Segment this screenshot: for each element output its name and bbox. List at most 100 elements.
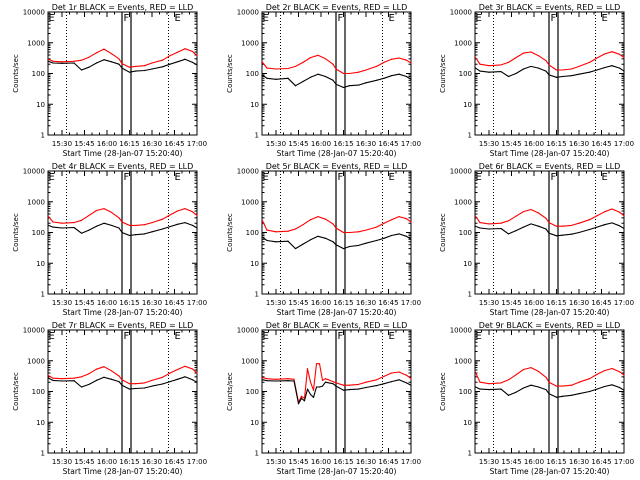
data-point bbox=[332, 63, 334, 65]
data-point bbox=[47, 58, 50, 60]
data-point bbox=[103, 222, 105, 224]
panel-title: Det 3r BLACK = Events, RED = LLD bbox=[479, 3, 621, 12]
data-point bbox=[161, 383, 164, 385]
x-tick-label: 15:30 bbox=[52, 458, 72, 466]
flag-label: E bbox=[263, 13, 269, 24]
panel-title: Det 7r BLACK = Events, RED = LLD bbox=[52, 321, 194, 330]
data-point bbox=[488, 223, 490, 225]
x-tick-label: 17:00 bbox=[187, 458, 207, 466]
data-point bbox=[309, 239, 312, 241]
data-point bbox=[570, 75, 573, 77]
data-point bbox=[375, 79, 378, 81]
data-point bbox=[151, 385, 153, 387]
data-point bbox=[306, 388, 309, 390]
y-tick-label: 1 bbox=[255, 450, 259, 458]
data-point bbox=[342, 231, 345, 234]
data-point bbox=[88, 373, 90, 375]
data-point bbox=[191, 50, 194, 53]
data-point bbox=[52, 62, 54, 64]
data-point bbox=[52, 379, 54, 381]
data-point bbox=[515, 230, 517, 232]
data-point bbox=[507, 233, 510, 235]
x-tick-label: 16:30 bbox=[142, 458, 162, 466]
x-tick-label: 16:15 bbox=[119, 140, 139, 148]
x-tick-label: 16:45 bbox=[164, 140, 184, 148]
data-point bbox=[103, 48, 105, 50]
data-point bbox=[479, 63, 481, 65]
x-tick-label: 15:45 bbox=[501, 458, 521, 466]
x-tick-label: 17:00 bbox=[401, 299, 421, 307]
y-tick-label: 10000 bbox=[237, 168, 259, 176]
data-point bbox=[507, 220, 510, 222]
x-axis-label: Start Time (28-Jan-07 15:20:40) bbox=[63, 308, 183, 317]
data-point bbox=[342, 86, 345, 89]
data-point bbox=[134, 234, 137, 236]
y-axis-label: Counts/sec bbox=[226, 54, 234, 93]
data-point bbox=[317, 215, 319, 218]
data-point bbox=[317, 73, 319, 75]
flag-label: E bbox=[49, 172, 55, 183]
data-point bbox=[474, 371, 477, 373]
data-point bbox=[302, 243, 304, 245]
data-point bbox=[88, 214, 90, 216]
y-tick-label: 1000 bbox=[454, 198, 472, 206]
data-point bbox=[570, 224, 573, 227]
data-point bbox=[95, 52, 98, 54]
data-point bbox=[488, 71, 490, 73]
data-point bbox=[287, 230, 289, 232]
x-tick-label: 15:45 bbox=[74, 140, 94, 148]
data-point bbox=[151, 221, 153, 224]
data-point bbox=[548, 221, 550, 224]
data-point bbox=[365, 229, 367, 231]
data-point bbox=[548, 393, 550, 395]
panel-title: Det 4r BLACK = Events, RED = LLD bbox=[52, 162, 194, 171]
data-point bbox=[309, 381, 312, 383]
data-point bbox=[103, 376, 105, 378]
data-point bbox=[522, 52, 525, 54]
y-axis-label: Counts/sec bbox=[439, 372, 447, 411]
data-point bbox=[184, 207, 186, 210]
data-point bbox=[73, 226, 75, 229]
data-point bbox=[515, 215, 517, 217]
data-point bbox=[348, 245, 351, 248]
flag-label: F bbox=[124, 331, 130, 342]
x-tick-label: 16:00 bbox=[311, 299, 331, 307]
data-point bbox=[588, 61, 591, 63]
y-tick-label: 10 bbox=[250, 419, 259, 427]
x-tick-label: 16:45 bbox=[378, 140, 398, 148]
data-point bbox=[410, 384, 412, 386]
data-point bbox=[134, 224, 137, 227]
flag-label: F bbox=[124, 172, 130, 183]
data-point bbox=[134, 387, 137, 390]
data-point bbox=[134, 383, 137, 385]
data-point bbox=[324, 237, 327, 239]
data-point bbox=[383, 61, 385, 63]
y-tick-label: 100 bbox=[246, 70, 259, 78]
data-point bbox=[332, 223, 334, 225]
data-point bbox=[410, 238, 412, 240]
data-point bbox=[398, 73, 400, 75]
x-tick-label: 16:45 bbox=[591, 458, 611, 466]
y-tick-label: 10 bbox=[36, 419, 45, 427]
y-tick-label: 1 bbox=[41, 132, 45, 140]
data-point bbox=[261, 220, 264, 222]
x-tick-label: 16:00 bbox=[524, 299, 544, 307]
data-point bbox=[522, 387, 525, 389]
data-point bbox=[611, 65, 613, 67]
data-point bbox=[128, 383, 131, 385]
x-tick-label: 16:15 bbox=[333, 140, 353, 148]
data-point bbox=[52, 60, 54, 62]
data-point bbox=[375, 239, 378, 242]
data-point bbox=[261, 74, 264, 76]
data-point bbox=[294, 85, 297, 87]
data-point bbox=[390, 372, 393, 374]
x-tick-label: 17:00 bbox=[187, 299, 207, 307]
data-point bbox=[570, 384, 573, 386]
data-point bbox=[302, 61, 304, 63]
data-point bbox=[474, 215, 477, 217]
data-point bbox=[294, 65, 297, 68]
x-tick-label: 17:00 bbox=[614, 458, 634, 466]
data-point bbox=[318, 386, 321, 388]
data-point bbox=[522, 226, 525, 228]
